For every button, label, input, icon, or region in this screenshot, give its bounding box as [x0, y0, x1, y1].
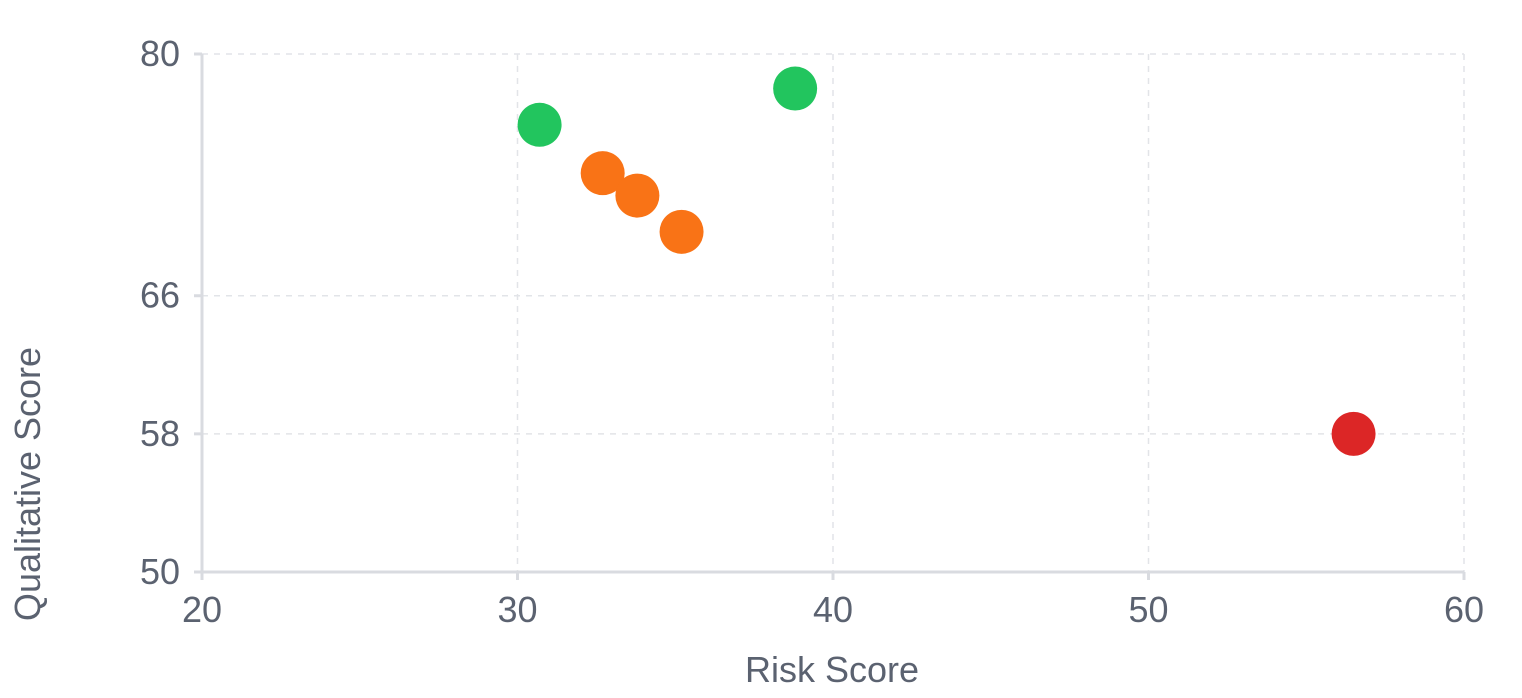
y-axis-label: Qualitative Score — [7, 347, 48, 621]
y-tick-label: 80 — [140, 33, 180, 74]
data-point — [615, 174, 659, 218]
x-tick-label: 20 — [182, 589, 222, 630]
x-tick-label: 50 — [1128, 589, 1168, 630]
x-tick-label: 40 — [813, 589, 853, 630]
data-point — [773, 67, 817, 111]
data-point — [660, 210, 704, 254]
x-tick-label: 60 — [1444, 589, 1484, 630]
data-point — [1332, 412, 1376, 456]
y-tick-label: 58 — [140, 413, 180, 454]
data-points — [518, 67, 1376, 456]
x-tick-label: 30 — [497, 589, 537, 630]
grid-lines — [202, 54, 1464, 572]
y-tick-label: 50 — [140, 551, 180, 592]
data-point — [518, 103, 562, 147]
x-axis-ticks: 20 30 40 50 60 — [182, 572, 1484, 630]
y-axis-ticks: 50 58 66 80 — [140, 33, 202, 592]
x-axis-label: Risk Score — [745, 649, 919, 690]
y-tick-label: 66 — [140, 275, 180, 316]
